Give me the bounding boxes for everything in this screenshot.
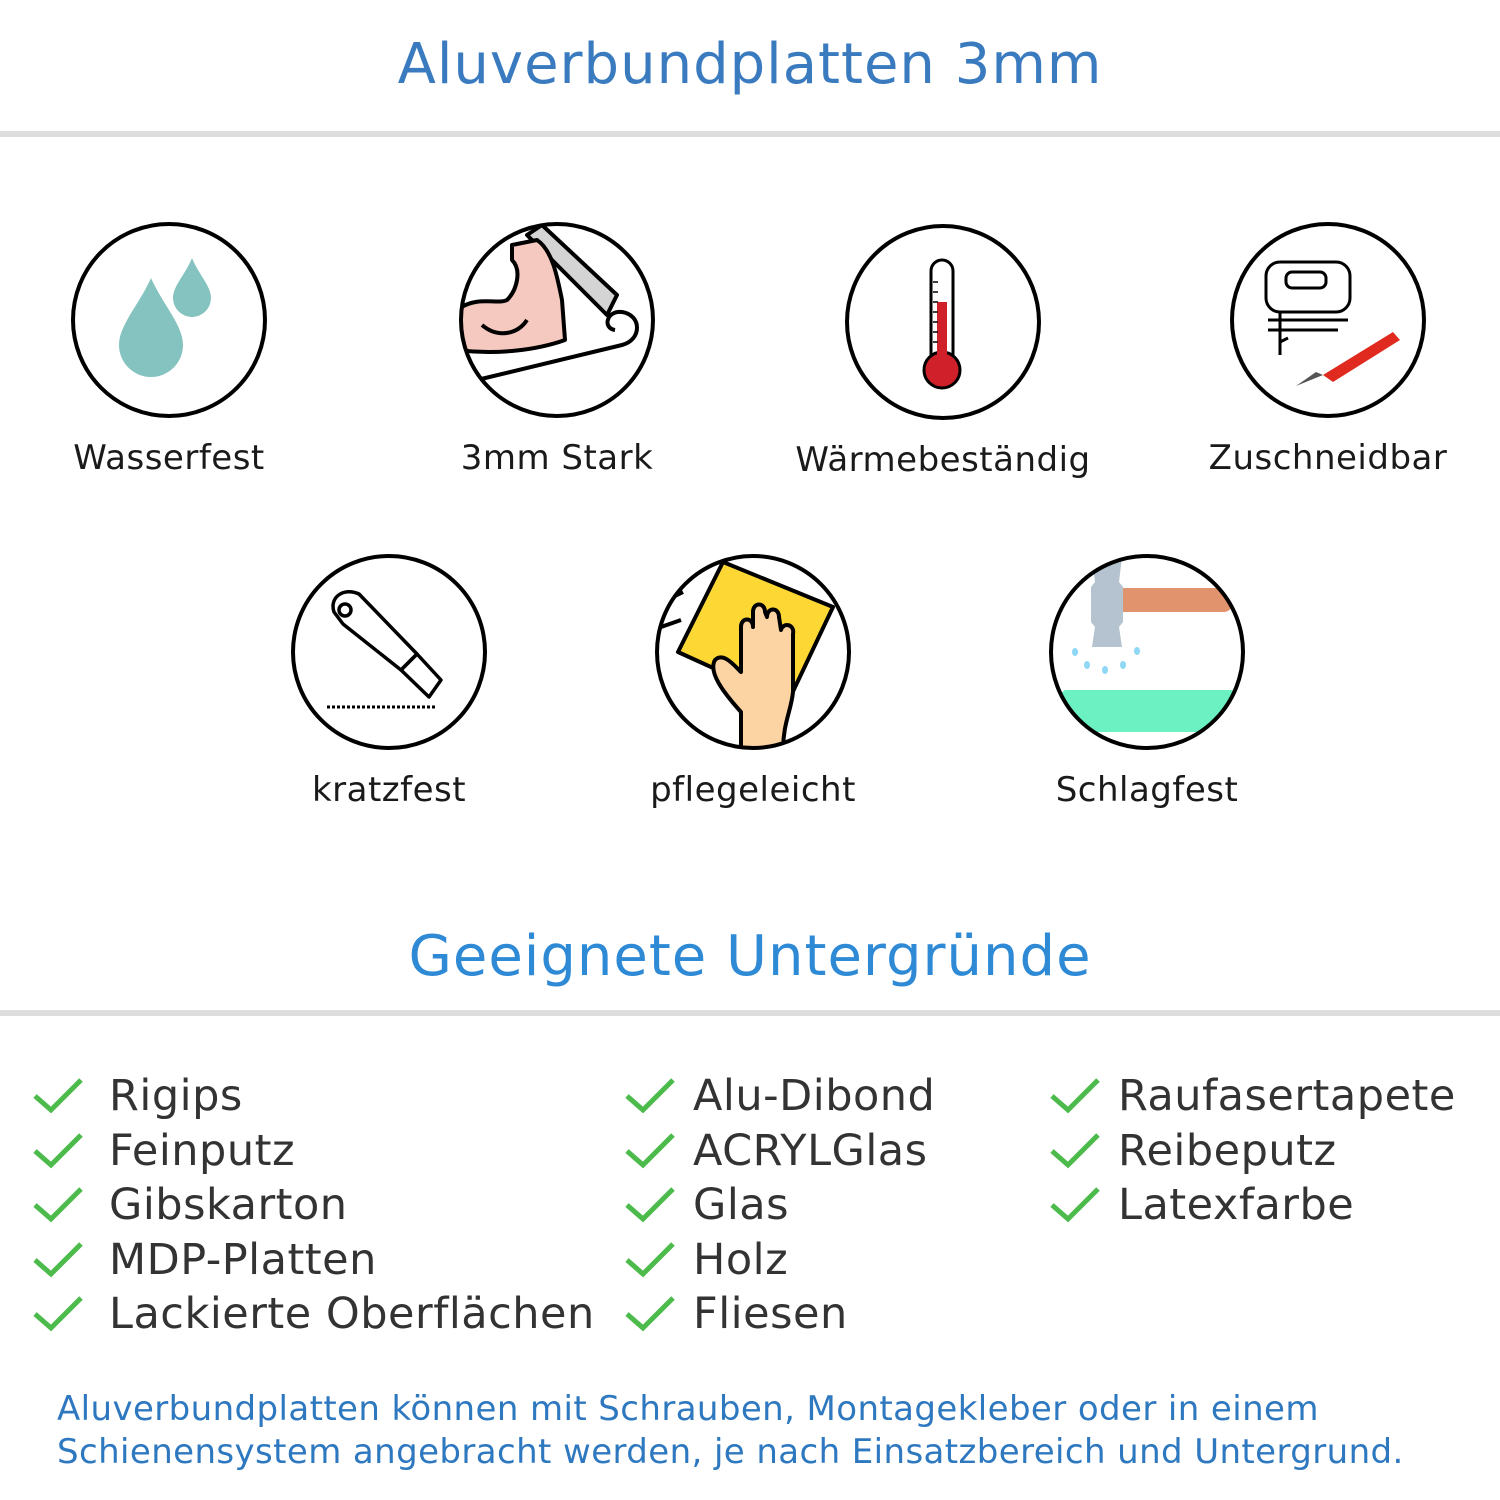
feature-label: Wasserfest (73, 438, 265, 478)
surface-item: Fliesen (625, 1287, 848, 1341)
surface-label: Holz (693, 1234, 789, 1285)
checkmark-icon (33, 1132, 83, 1168)
hammer-impact-icon (1049, 554, 1245, 750)
surface-label: Rigips (109, 1071, 243, 1121)
surface-label: Latexfarbe (1118, 1180, 1355, 1230)
surface-item: MDP-Platten (33, 1233, 377, 1287)
checkmark-icon (625, 1187, 675, 1223)
feature-wasserfest: Wasserfest (9, 220, 329, 478)
note-line-2: Schienensystem angebracht werden, je nac… (57, 1432, 1404, 1472)
feature-label: kratzfest (311, 770, 467, 810)
surface-label: MDP-Platten (109, 1234, 377, 1285)
checkmark-icon (625, 1296, 675, 1332)
divider (0, 1010, 1500, 1016)
feature-waermebestaendig: Wärmebeständig (783, 222, 1103, 480)
checkmark-icon (33, 1296, 83, 1332)
feature-3mm-stark: 3mm Stark (397, 220, 717, 478)
surface-item: Feinputz (33, 1124, 295, 1178)
surface-label: Glas (693, 1180, 790, 1230)
surface-label: Fliesen (693, 1289, 848, 1339)
surface-label: Alu-Dibond (693, 1071, 936, 1121)
surfaces-heading: Geeignete Untergründe (408, 924, 1092, 989)
surface-item: Latexfarbe (1050, 1178, 1354, 1232)
feature-label: pflegeleicht (650, 770, 856, 810)
divider (0, 131, 1500, 137)
surface-item: Rigips (33, 1069, 243, 1123)
feature-label: Zuschneidbar (1208, 438, 1448, 478)
surface-item: Gibskarton (33, 1178, 348, 1232)
checkmark-icon (33, 1241, 83, 1277)
feature-schlagfest: Schlagfest (987, 552, 1307, 810)
surface-item: Holz (625, 1233, 788, 1287)
checkmark-icon (625, 1132, 675, 1168)
surface-label: Gibskarton (109, 1180, 348, 1230)
feature-zuschneidbar: Zuschneidbar (1168, 220, 1488, 478)
surface-label: ACRYLGlas (693, 1125, 928, 1176)
mounting-note: Aluverbundplatten können mit Schrauben, … (57, 1388, 1487, 1474)
cleaning-sponge-hand-icon (655, 554, 851, 750)
cutter-knife-icon (291, 554, 487, 750)
jigsaw-cutter-icon (1230, 222, 1426, 418)
surface-item: Reibeputz (1050, 1124, 1337, 1178)
feature-label: Schlagfest (1055, 770, 1239, 810)
checkmark-icon (625, 1078, 675, 1114)
surface-label: Lackierte Oberflächen (109, 1289, 595, 1339)
surface-item: Raufasertapete (1050, 1069, 1456, 1123)
surface-item: Lackierte Oberflächen (33, 1287, 595, 1341)
feature-label: 3mm Stark (460, 438, 654, 478)
checkmark-icon (33, 1078, 83, 1114)
water-drops-icon (71, 222, 267, 418)
page-title: Aluverbundplatten 3mm (397, 32, 1103, 97)
surface-label: Feinputz (109, 1125, 296, 1176)
checkmark-icon (33, 1187, 83, 1223)
surface-item: ACRYLGlas (625, 1124, 928, 1178)
checkmark-icon (625, 1241, 675, 1277)
surface-item: Glas (625, 1178, 789, 1232)
thermometer-icon (845, 224, 1041, 420)
strong-arm-icon (459, 222, 655, 418)
surface-label: Reibeputz (1118, 1125, 1337, 1176)
surface-item: Alu-Dibond (625, 1069, 935, 1123)
note-line-1: Aluverbundplatten können mit Schrauben, … (57, 1389, 1319, 1429)
checkmark-icon (1050, 1132, 1100, 1168)
checkmark-icon (1050, 1187, 1100, 1223)
surface-label: Raufasertapete (1118, 1071, 1456, 1121)
checkmark-icon (1050, 1078, 1100, 1114)
feature-pflegeleicht: pflegeleicht (593, 552, 913, 810)
feature-kratzfest: kratzfest (229, 552, 549, 810)
feature-label: Wärmebeständig (795, 440, 1091, 480)
